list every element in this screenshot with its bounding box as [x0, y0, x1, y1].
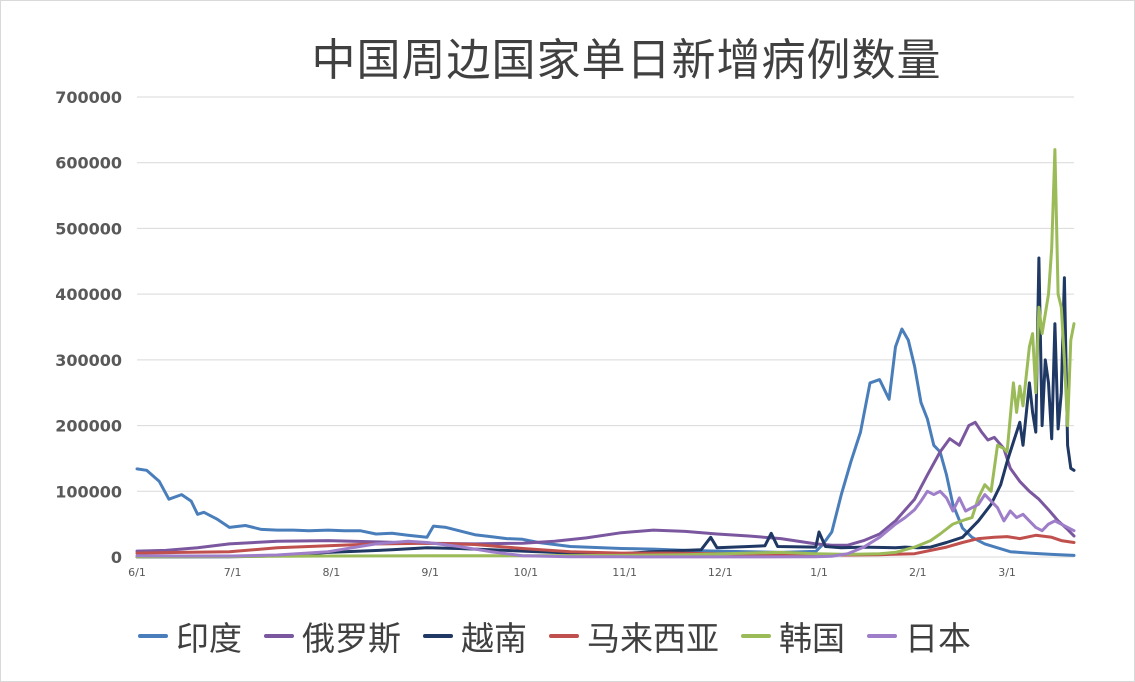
- x-tick-label: 10/1: [513, 566, 538, 579]
- y-tick-label: 600000: [55, 154, 122, 173]
- legend-label: 越南: [461, 619, 527, 658]
- x-tick-label: 8/1: [323, 566, 341, 579]
- y-tick-label: 700000: [55, 88, 122, 107]
- x-tick-label: 1/1: [810, 566, 828, 579]
- legend-swatch: [867, 634, 897, 638]
- x-tick-label: 11/1: [612, 566, 637, 579]
- legend-label: 俄罗斯: [302, 619, 401, 658]
- x-tick-label: 3/1: [998, 566, 1016, 579]
- y-tick-label: 200000: [55, 417, 122, 436]
- x-tick-label: 12/1: [708, 566, 733, 579]
- y-tick-label: 0: [111, 548, 122, 567]
- legend-label: 马来西亚: [587, 619, 719, 658]
- y-tick-label: 400000: [55, 285, 122, 304]
- legend-swatch: [138, 634, 168, 638]
- legend-item: 越南: [423, 612, 527, 660]
- series-line-6: [135, 489, 1076, 559]
- legend-item: 日本: [867, 612, 971, 660]
- y-tick-label: 500000: [55, 219, 122, 238]
- legend-item: 韩国: [741, 612, 845, 660]
- x-tick-label: 7/1: [224, 566, 242, 579]
- x-tick-label: 9/1: [421, 566, 439, 579]
- legend-label: 日本: [905, 619, 971, 658]
- x-tick-label: 2/1: [909, 566, 927, 579]
- legend-swatch: [423, 634, 453, 638]
- y-tick-label: 300000: [55, 351, 122, 370]
- legend-swatch: [741, 634, 771, 638]
- legend-label: 韩国: [779, 619, 845, 658]
- legend-item: 俄罗斯: [264, 612, 401, 660]
- legend-item: 印度: [138, 612, 242, 660]
- series-line-1: [135, 327, 1076, 557]
- series-line-3: [135, 256, 1076, 559]
- legend-label: 印度: [176, 619, 242, 658]
- y-tick-label: 100000: [55, 482, 122, 501]
- legend-item: 马来西亚: [549, 612, 719, 660]
- x-tick-label: 6/1: [128, 566, 146, 579]
- series-line-5: [135, 148, 1076, 559]
- chart-title: 中国周边国家单日新增病例数量: [311, 35, 942, 86]
- legend: 印度 俄罗斯 越南 马来西亚 韩国 日本: [138, 612, 993, 660]
- legend-swatch: [549, 634, 579, 638]
- legend-swatch: [264, 634, 294, 638]
